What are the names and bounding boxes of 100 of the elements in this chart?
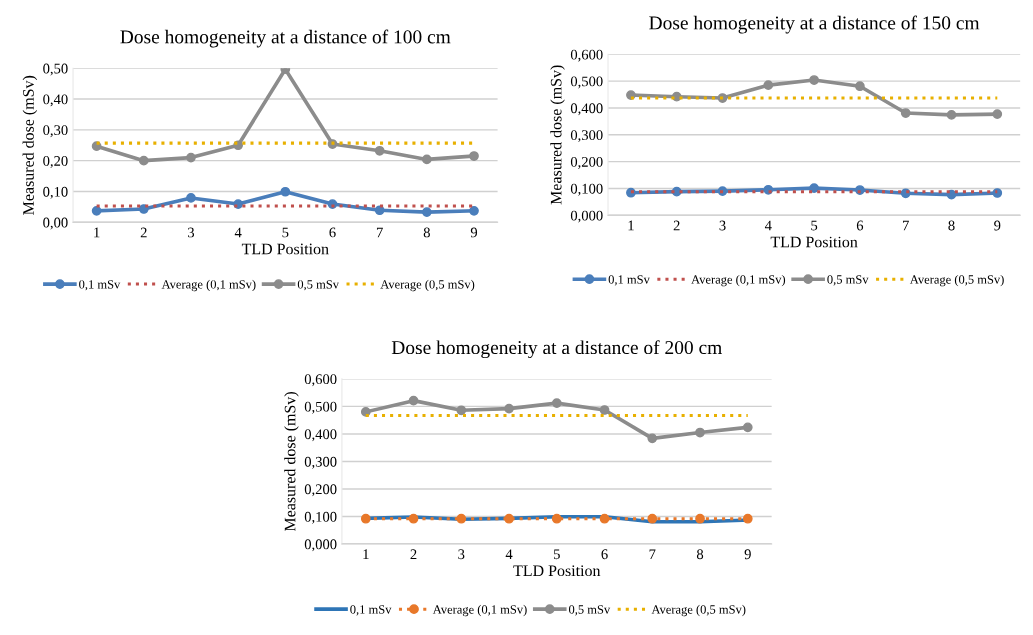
y-tick-label: 0,600 xyxy=(570,49,603,62)
x-tick-label: 8 xyxy=(696,549,704,560)
point xyxy=(408,513,419,524)
point xyxy=(695,427,705,438)
legend-label: 0,1 mSv xyxy=(79,280,121,291)
y-tick-label: 0,00 xyxy=(43,217,68,230)
y-tick-label: 0,200 xyxy=(304,484,337,497)
point xyxy=(599,513,610,524)
y-tick-label: 0,500 xyxy=(304,401,337,414)
legend-label: 0,5 mSv xyxy=(297,280,340,291)
x-tick-label: 2 xyxy=(140,227,147,238)
chart-title: Dose homogeneity at a distance of 100 cm xyxy=(120,29,451,48)
point xyxy=(374,205,385,216)
point xyxy=(138,155,149,166)
y-tick-label: 0,000 xyxy=(304,539,337,552)
point xyxy=(742,422,753,433)
x-tick-label: 5 xyxy=(553,549,560,560)
point xyxy=(695,513,705,524)
y-tick-label: 0,400 xyxy=(304,429,337,442)
point xyxy=(469,151,479,161)
x-tick-label: 8 xyxy=(423,227,430,238)
point xyxy=(946,110,957,120)
x-tick-label: 7 xyxy=(376,227,383,238)
x-tick-label: 4 xyxy=(505,549,513,559)
x-tick-label: 3 xyxy=(188,227,195,238)
x-tick-label: 3 xyxy=(719,220,726,231)
y-tick-label: 0,50 xyxy=(43,63,68,76)
x-tick-label: 5 xyxy=(811,220,818,231)
point xyxy=(280,186,291,197)
point xyxy=(809,75,819,85)
point xyxy=(855,81,865,92)
legend-label: 0,5 mSv xyxy=(827,275,869,286)
y-axis-title: Measured dose (mSv) xyxy=(22,75,38,215)
point xyxy=(647,513,658,524)
y-tick-label: 0,30 xyxy=(43,125,68,138)
point xyxy=(456,513,467,524)
point xyxy=(421,207,432,217)
point xyxy=(599,405,610,415)
x-tick-label: 4 xyxy=(234,227,242,238)
x-tick-label: 3 xyxy=(458,549,465,560)
x-tick-label: 4 xyxy=(764,220,772,231)
x-tick-label: 6 xyxy=(329,227,336,238)
chart-title: Dose homogeneity at a distance of 200 cm xyxy=(391,340,722,359)
y-tick-label: 0,400 xyxy=(570,103,603,116)
x-tick-label: 2 xyxy=(673,220,680,231)
chart-title: Dose homogeneity at a distance of 150 cm xyxy=(649,15,980,34)
point xyxy=(647,433,658,444)
y-tick-label: 0,200 xyxy=(570,156,603,169)
y-tick-label: 0,100 xyxy=(304,511,337,524)
legend-label: Average (0,5 mSv) xyxy=(909,274,1004,287)
point xyxy=(456,405,467,416)
point xyxy=(742,513,753,524)
point xyxy=(469,205,479,216)
point xyxy=(900,108,911,118)
x-tick-label: 6 xyxy=(601,549,608,560)
x-axis-title: TLD Position xyxy=(513,565,601,577)
x-tick-label: 6 xyxy=(856,220,864,231)
legend-label: 0,1 mSv xyxy=(350,605,392,616)
point xyxy=(408,395,419,406)
point xyxy=(360,513,371,524)
x-tick-label: 7 xyxy=(903,220,909,231)
y-tick-label: 0,500 xyxy=(570,76,603,89)
x-tick-label: 1 xyxy=(94,227,100,238)
point xyxy=(992,109,1003,119)
x-tick-label: 8 xyxy=(948,220,955,231)
point xyxy=(421,154,432,165)
y-tick-label: 0,300 xyxy=(304,456,337,469)
y-tick-label: 0,600 xyxy=(304,374,337,387)
y-tick-label: 0,10 xyxy=(43,186,68,199)
x-tick-label: 7 xyxy=(649,549,656,559)
legend-label: Average (0,1 mSv) xyxy=(161,279,256,292)
point xyxy=(763,80,774,91)
y-axis-title: Measured dose (mSv) xyxy=(550,65,565,205)
legend-label: 0,5 mSv xyxy=(568,605,611,616)
y-tick-label: 0,300 xyxy=(570,130,603,143)
point xyxy=(551,398,562,408)
y-tick-label: 0,100 xyxy=(570,183,603,196)
x-tick-label: 1 xyxy=(363,549,369,559)
point xyxy=(186,193,196,203)
y-tick-label: 0,40 xyxy=(43,94,68,107)
legend-label: Average (0,1 mSv) xyxy=(691,274,786,287)
y-tick-label: 0,000 xyxy=(570,210,603,223)
point xyxy=(91,205,102,216)
point xyxy=(504,513,514,524)
legend-label: Average (0,5 mSv) xyxy=(651,604,746,617)
x-tick-label: 1 xyxy=(628,220,634,231)
point xyxy=(504,403,514,414)
x-axis-title: TLD Position xyxy=(241,243,329,255)
x-tick-label: 9 xyxy=(994,220,1001,231)
x-tick-label: 2 xyxy=(410,549,417,559)
point xyxy=(186,152,196,163)
legend-label: Average (0,5 mSv) xyxy=(380,279,475,292)
point xyxy=(374,145,385,156)
y-tick-label: 0,20 xyxy=(43,156,68,168)
point xyxy=(360,407,371,417)
x-tick-label: 9 xyxy=(470,227,478,238)
y-axis-title: Measured dose (mSv) xyxy=(284,392,299,532)
x-tick-label: 5 xyxy=(282,227,289,238)
point xyxy=(551,513,562,524)
legend-label: 0,1 mSv xyxy=(608,275,650,286)
